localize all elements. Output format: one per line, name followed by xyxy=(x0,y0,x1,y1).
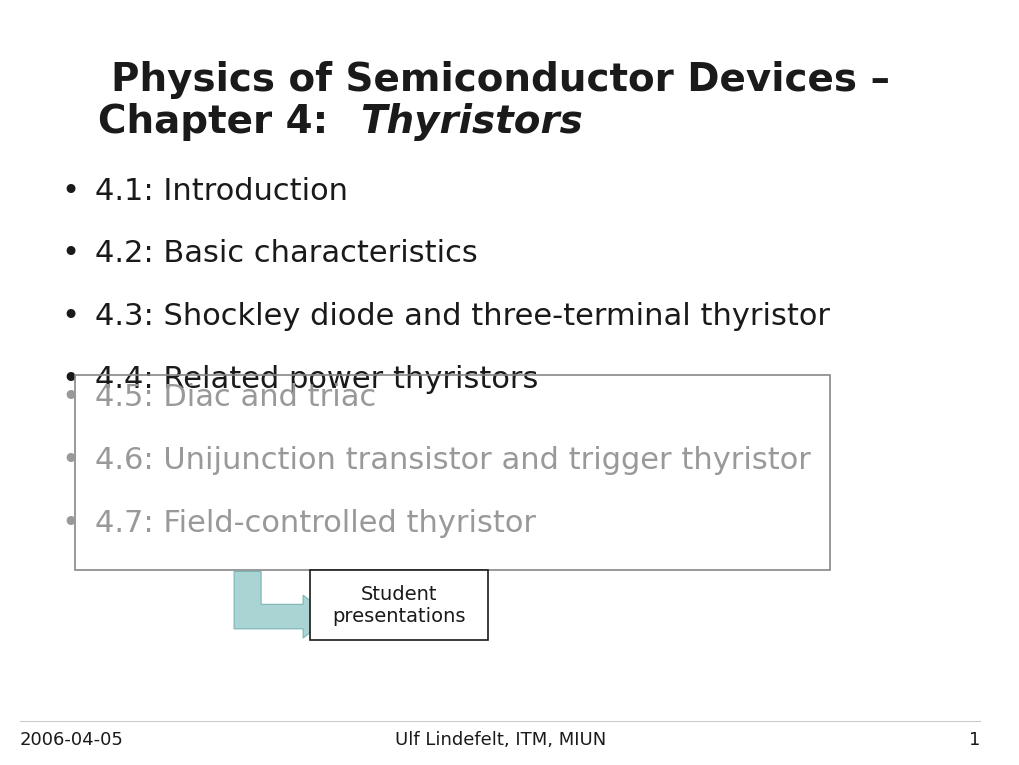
Text: Chapter 4:: Chapter 4: xyxy=(98,103,355,142)
Text: 2006-04-05: 2006-04-05 xyxy=(20,731,123,749)
Text: Physics of Semiconductor Devices –: Physics of Semiconductor Devices – xyxy=(111,61,889,99)
Text: Thyristors: Thyristors xyxy=(360,103,582,142)
Text: •: • xyxy=(61,383,79,412)
Text: Ulf Lindefelt, ITM, MIUN: Ulf Lindefelt, ITM, MIUN xyxy=(394,731,605,749)
Text: 4.3: Shockley diode and three-terminal thyristor: 4.3: Shockley diode and three-terminal t… xyxy=(95,302,829,331)
Text: 4.6: Unijunction transistor and trigger thyristor: 4.6: Unijunction transistor and trigger … xyxy=(95,446,810,475)
Text: •: • xyxy=(61,239,79,269)
Text: Student
presentations: Student presentations xyxy=(332,584,466,626)
Text: •: • xyxy=(61,509,79,538)
Text: 4.1: Introduction: 4.1: Introduction xyxy=(95,177,347,206)
Text: 4.2: Basic characteristics: 4.2: Basic characteristics xyxy=(95,239,477,269)
Polygon shape xyxy=(234,571,330,638)
Text: 4.4: Related power thyristors: 4.4: Related power thyristors xyxy=(95,365,538,394)
Text: •: • xyxy=(61,365,79,394)
Text: •: • xyxy=(61,446,79,475)
Text: •: • xyxy=(61,177,79,206)
FancyBboxPatch shape xyxy=(310,570,488,640)
Text: 4.5: Diac and triac: 4.5: Diac and triac xyxy=(95,383,376,412)
Text: 4.7: Field-controlled thyristor: 4.7: Field-controlled thyristor xyxy=(95,509,536,538)
Text: 1: 1 xyxy=(968,731,979,749)
Text: •: • xyxy=(61,302,79,331)
